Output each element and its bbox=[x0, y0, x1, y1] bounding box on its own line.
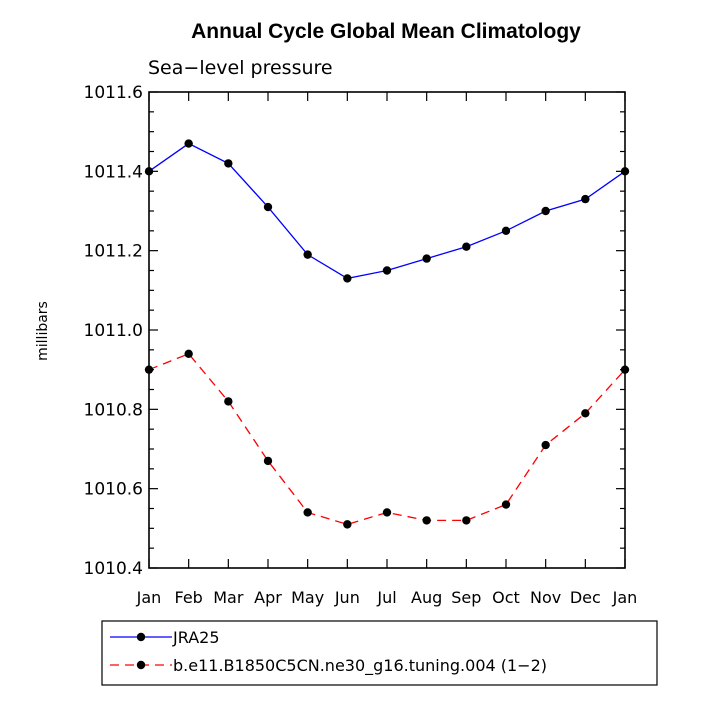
series-1-point bbox=[501, 226, 511, 236]
chart-subtitle: Sea−level pressure bbox=[148, 57, 333, 79]
series-2-point bbox=[620, 365, 630, 374]
series-2-point bbox=[581, 409, 590, 418]
y-tick-label: 1010.8 bbox=[84, 400, 143, 420]
series-1-point bbox=[462, 242, 471, 251]
series-2-point bbox=[303, 508, 312, 517]
series-2-point bbox=[382, 508, 392, 517]
series-line-1 bbox=[148, 142, 626, 280]
x-tick-label: Jan bbox=[612, 588, 638, 607]
chart-title: Annual Cycle Global Mean Climatology bbox=[191, 20, 581, 43]
x-tick-label: May bbox=[291, 588, 324, 607]
x-tick-label: Jul bbox=[376, 588, 396, 607]
y-axis-label: millibars bbox=[35, 301, 51, 361]
y-tick-label: 1011.0 bbox=[84, 321, 143, 341]
series-1-point bbox=[382, 266, 392, 275]
series-2-point bbox=[224, 397, 233, 406]
legend-label-2: b.e11.B1850C5CN.ne30_g16.tuning.004 (1−2… bbox=[173, 656, 547, 676]
series-1-point bbox=[422, 254, 431, 263]
x-tick-label: Oct bbox=[492, 588, 520, 607]
series-1-point bbox=[343, 274, 352, 283]
y-tick-label: 1010.4 bbox=[84, 559, 143, 579]
series-2-point bbox=[501, 500, 511, 509]
series-2-point bbox=[184, 349, 193, 358]
series-2-point bbox=[422, 516, 431, 525]
y-tick-label: 1011.4 bbox=[84, 162, 143, 182]
x-tick-label: Apr bbox=[254, 588, 282, 607]
series-2-point bbox=[343, 520, 352, 529]
series-line-2 bbox=[148, 353, 626, 526]
legend-box bbox=[101, 620, 658, 686]
series-1-point bbox=[224, 159, 233, 168]
x-tick-label: Nov bbox=[530, 588, 561, 607]
series-2-point bbox=[144, 365, 154, 374]
series-1-point bbox=[303, 250, 312, 259]
y-tick-label: 1011.2 bbox=[84, 242, 143, 262]
series-2-point bbox=[263, 456, 273, 466]
plot-frame bbox=[148, 91, 626, 569]
y-tick-label: 1010.6 bbox=[84, 480, 143, 500]
x-tick-label: Mar bbox=[213, 588, 244, 607]
y-tick-label: 1011.6 bbox=[84, 83, 143, 103]
series-1-point bbox=[541, 206, 550, 216]
legend-marker-1 bbox=[136, 632, 146, 642]
x-tick-label: Jun bbox=[334, 588, 360, 607]
x-tick-label: Jan bbox=[136, 588, 162, 607]
series-1-point bbox=[184, 139, 193, 148]
series-1-point bbox=[144, 167, 154, 176]
x-tick-label: Dec bbox=[570, 588, 601, 607]
series-1-point bbox=[581, 194, 590, 204]
legend-marker-2 bbox=[136, 660, 146, 670]
x-tick-label: Sep bbox=[451, 588, 481, 607]
series-2-point bbox=[541, 440, 550, 450]
series-1-point bbox=[263, 202, 273, 212]
x-tick-label: Feb bbox=[175, 588, 203, 607]
series-1-point bbox=[620, 167, 630, 176]
series-2-point bbox=[462, 516, 471, 525]
x-tick-label: Aug bbox=[411, 588, 442, 607]
legend-label-1: JRA25 bbox=[172, 628, 220, 647]
